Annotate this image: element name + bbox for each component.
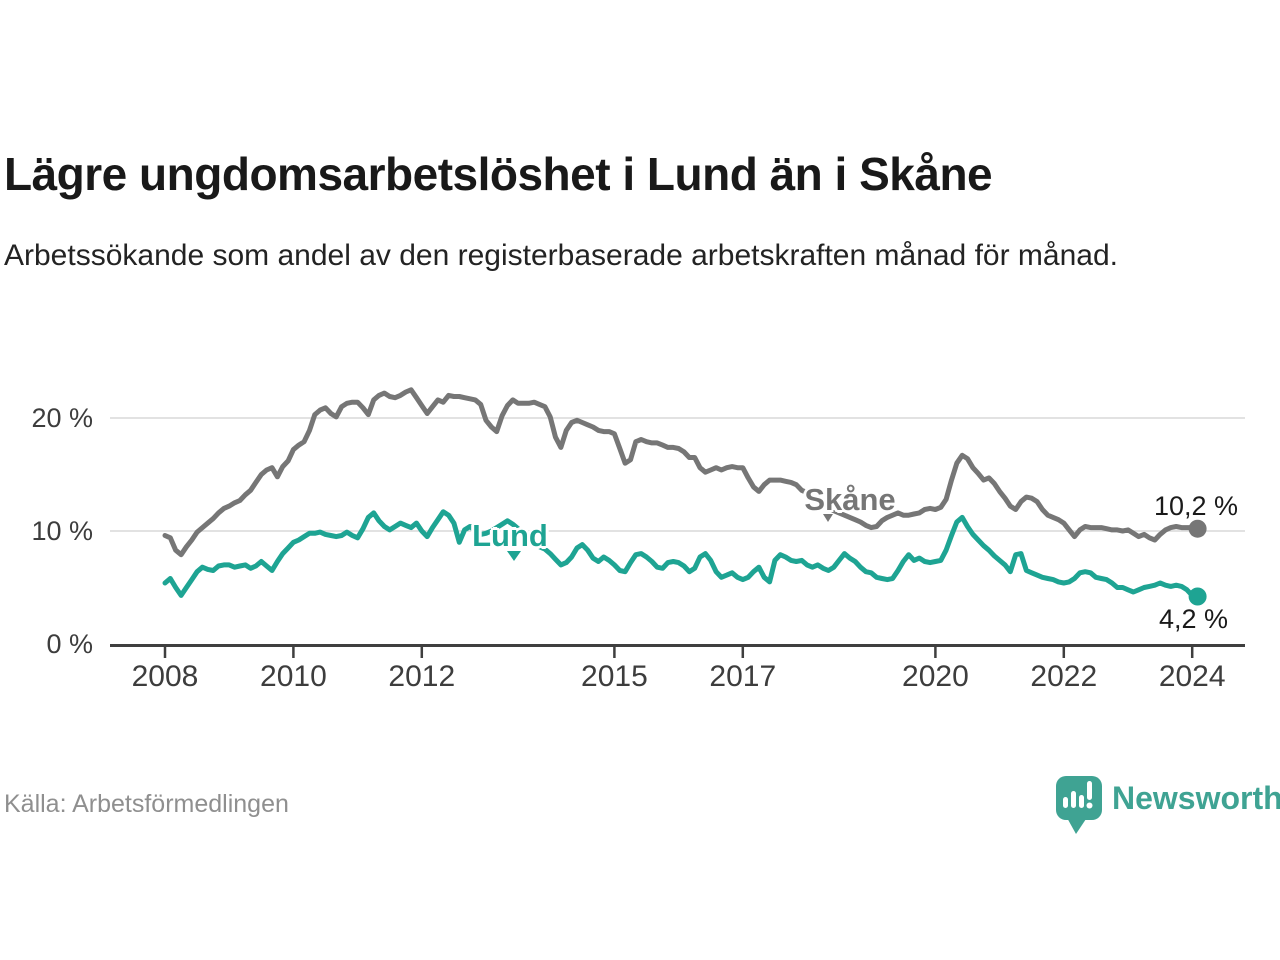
y-tick-label: 0 % — [46, 629, 93, 659]
x-tick-label: 2017 — [709, 660, 777, 693]
series-line-lund — [162, 509, 1201, 599]
x-tick-label: 2015 — [581, 660, 648, 693]
newsworthy-icon — [1056, 776, 1102, 834]
y-tick-label: 20 % — [31, 403, 93, 433]
x-tick-label: 2010 — [260, 660, 327, 693]
x-tick-label: 2012 — [388, 660, 456, 693]
x-tick-label: 2022 — [1030, 660, 1098, 693]
lund-latest-value: 4,2 % — [1158, 604, 1228, 634]
x-tick-label: 2020 — [902, 660, 969, 693]
x-tick-label: 2008 — [131, 660, 199, 693]
series-label-skane: Skåne — [804, 482, 896, 517]
newsworthy-wordmark: Newsworthy — [1112, 780, 1280, 816]
lund-pointer-arrow-icon — [507, 551, 521, 561]
source-note: Källa: Arbetsförmedlingen — [4, 790, 289, 818]
skane-latest-value: 10,2 % — [1153, 491, 1238, 521]
skane-pointer-arrow-icon — [823, 514, 833, 522]
newsworthy-logo: Newsworthy — [1054, 774, 1280, 836]
page-title: Lägre ungdomsarbetslöshet i Lund än i Sk… — [4, 148, 993, 200]
x-tick-label: 2024 — [1158, 660, 1226, 693]
y-tick-label: 10 % — [31, 516, 93, 546]
series-end-dot-lund — [1188, 587, 1207, 606]
series-line-skåne — [162, 387, 1201, 558]
series-end-dot-skåne — [1188, 519, 1207, 538]
series-label-lund: Lund — [472, 518, 548, 553]
subtitle: Arbetssökande som andel av den registerb… — [4, 239, 1118, 272]
